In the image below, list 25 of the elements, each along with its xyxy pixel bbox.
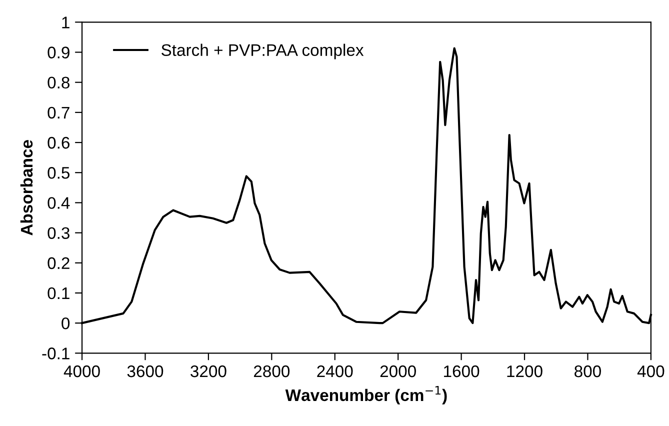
- x-tick-label: 2400: [317, 365, 353, 378]
- y-axis-title: Absorbance: [20, 140, 33, 236]
- x-tick-label: 800: [574, 365, 601, 378]
- x-tick-label: 1200: [507, 365, 542, 378]
- y-tick-label: 0.2: [48, 257, 70, 270]
- x-tick-label: 3200: [190, 365, 226, 378]
- y-tick-label: 0.3: [48, 227, 70, 239]
- y-tick-label: 1: [62, 16, 70, 28]
- x-tick-label: 400: [637, 365, 664, 378]
- legend-label: Starch + PVP:PAA complex: [162, 44, 364, 60]
- x-tick-label: 3600: [127, 365, 164, 378]
- y-tick-label: 0: [62, 317, 70, 330]
- y-tick-label: 0.5: [48, 167, 70, 179]
- y-tick-label: -0.1: [42, 348, 70, 360]
- x-tick-label: 2800: [254, 365, 290, 378]
- x-tick-label: 1600: [444, 365, 480, 378]
- y-tick-label: 0.9: [48, 46, 70, 58]
- y-tick-label: 0.6: [48, 136, 70, 149]
- x-tick-label: 4000: [64, 365, 100, 378]
- y-tick-label: 0.8: [48, 76, 70, 89]
- x-axis-title: Wavenumber (cm$^{−1}$): [285, 386, 447, 404]
- y-tick-label: 0.7: [48, 106, 70, 119]
- y-tick-label: 0.4: [48, 197, 70, 209]
- x-tick-label: 2000: [380, 365, 416, 378]
- y-tick-label: 0.1: [48, 287, 70, 300]
